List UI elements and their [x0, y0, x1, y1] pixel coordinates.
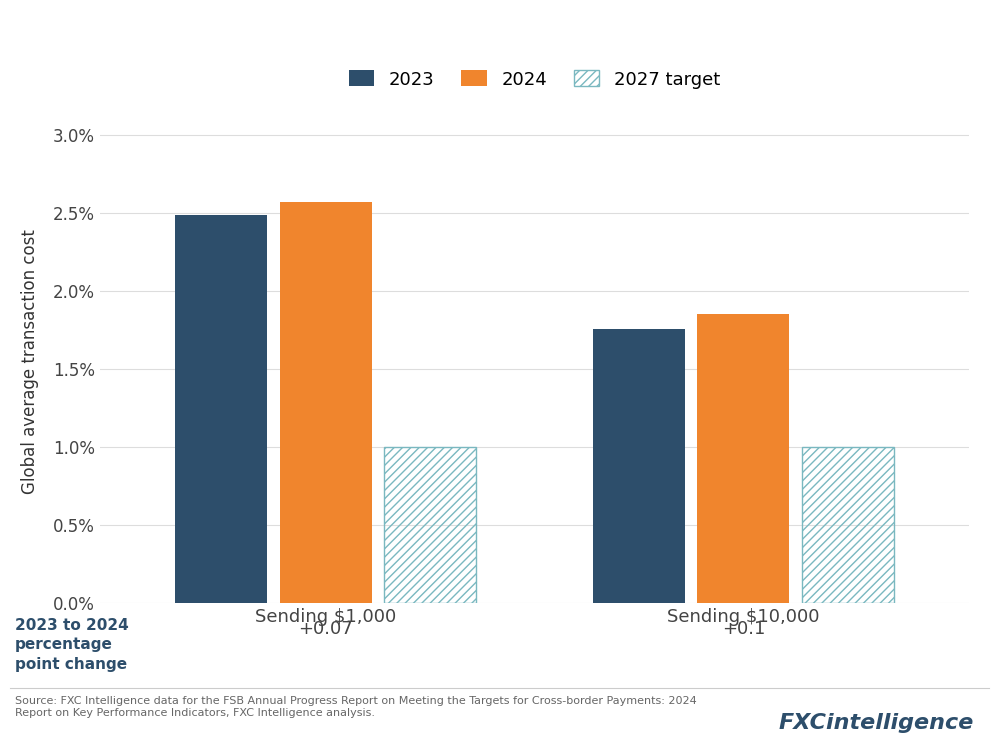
- Bar: [593, 329, 685, 603]
- Bar: [175, 215, 267, 603]
- Text: 2023 to 2024
percentage
point change: 2023 to 2024 percentage point change: [15, 617, 129, 672]
- Text: Source: FXC Intelligence data for the FSB Annual Progress Report on Meeting the : Source: FXC Intelligence data for the FS…: [15, 697, 696, 718]
- Bar: [384, 447, 476, 603]
- Text: +0.07: +0.07: [298, 620, 353, 638]
- Text: +0.1: +0.1: [721, 620, 765, 638]
- Bar: [697, 314, 789, 603]
- Text: FXCintelligence: FXCintelligence: [778, 713, 974, 733]
- Y-axis label: Global average transaction cost: Global average transaction cost: [21, 229, 39, 494]
- Text: Global average transaction costs for P2P payments by send amount: Global average transaction costs for P2P…: [13, 79, 627, 97]
- Text: Cross-border P2P payment costs slightly increased in 2024: Cross-border P2P payment costs slightly …: [13, 25, 982, 53]
- Legend: 2023, 2024, 2027 target: 2023, 2024, 2027 target: [340, 61, 729, 97]
- Bar: [802, 447, 894, 603]
- Bar: [280, 202, 372, 603]
